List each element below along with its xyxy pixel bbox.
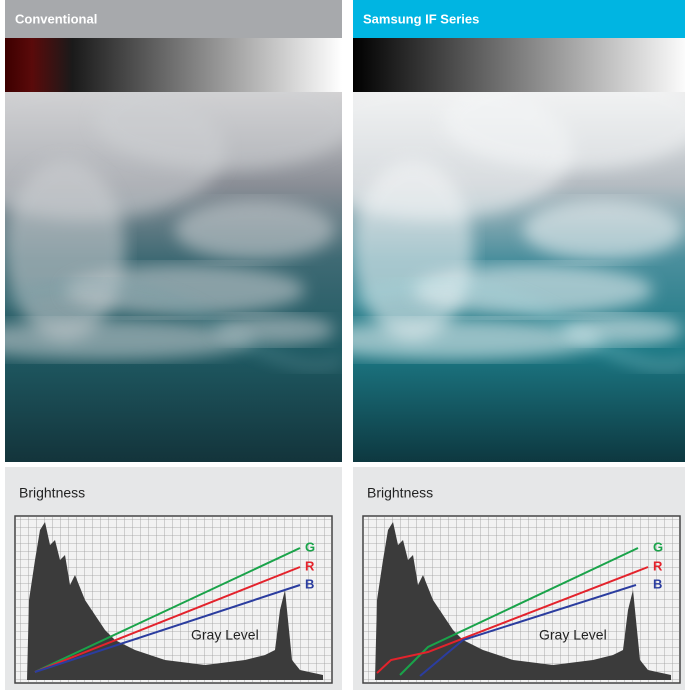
line-label: B [305,576,314,591]
foam [175,200,335,260]
panel: Conventional Brightness GRB Gray Level [5,0,342,690]
line-label: B [653,576,662,591]
foam [443,92,685,170]
foam [353,160,473,340]
line-label: G [653,539,663,554]
line-label: R [653,558,663,573]
response-line [34,566,301,673]
line-label: R [305,558,315,573]
panel-title: Samsung IF Series [363,11,479,26]
foam [95,92,342,170]
foam [5,160,125,340]
panel-header [353,0,685,38]
response-line [376,566,649,674]
foam [215,315,335,345]
foam [523,200,683,260]
brightness-title: Brightness [367,485,433,501]
gradient-bar [5,38,342,92]
response-line [34,547,301,673]
axis-label: Gray Level [191,627,259,643]
brightness-title: Brightness [19,485,85,501]
foam [563,315,683,345]
wave-image [353,92,685,462]
gradient-bar [353,38,685,92]
foam [353,320,603,360]
histogram [375,522,671,680]
foam [413,265,653,315]
panel: Samsung IF Series Brightness GRB Gray Level [353,0,685,690]
line-label: G [305,539,315,554]
foam [5,320,255,360]
wave-curl [353,282,685,369]
response-line [419,584,637,677]
panel-header [5,0,342,38]
wave-curl [5,282,342,369]
panel-title: Conventional [15,11,97,26]
foam [65,265,305,315]
response-line [399,547,639,676]
response-line [34,584,301,673]
wave-image [5,92,342,462]
axis-label: Gray Level [539,627,607,643]
